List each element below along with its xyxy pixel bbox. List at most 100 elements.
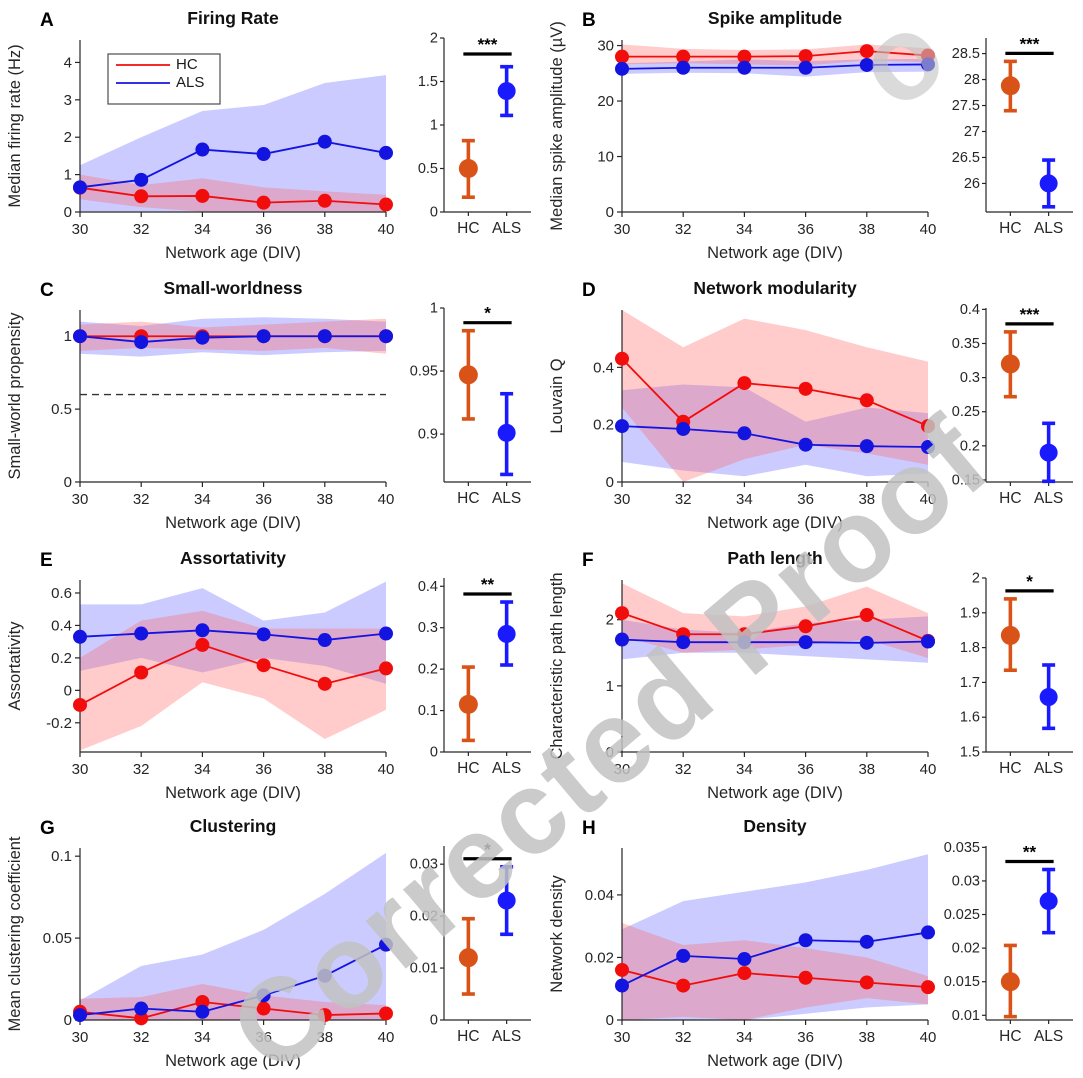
x-tick-label: 36 xyxy=(255,221,272,238)
als-marker xyxy=(859,934,874,949)
y-tick-label: 30 xyxy=(597,38,614,55)
panel-G-inset-chart: 0 0.01 0.02 0.03 HC ALS * xyxy=(410,840,531,1045)
als-marker xyxy=(921,925,935,940)
als-marker xyxy=(859,57,874,72)
y-tick-label: 0.2 xyxy=(593,417,614,434)
als-mean-marker xyxy=(1039,174,1058,193)
als-marker xyxy=(134,626,149,641)
als-marker xyxy=(859,635,874,650)
als-marker xyxy=(256,147,271,162)
als-line xyxy=(621,425,929,448)
y-tick-label: 0.02 xyxy=(410,909,438,925)
hc-marker xyxy=(798,619,813,634)
x-tick-label: 40 xyxy=(378,221,394,238)
significance-stars: * xyxy=(484,840,491,859)
y-tick-label: 0 xyxy=(64,682,72,699)
y-tick-label: 0.3 xyxy=(418,620,438,636)
als-marker xyxy=(676,635,691,650)
hc-band xyxy=(80,983,386,1020)
y-tick-label: 0 xyxy=(64,204,72,221)
y-axis-label: Network density xyxy=(548,875,566,993)
panel-E-inset-chart: 0 0.1 0.2 0.3 0.4 HC ALS ** xyxy=(418,575,531,777)
hc-marker xyxy=(256,1001,271,1016)
als-band xyxy=(622,616,928,663)
panel-F-inset-chart: 1.5 1.6 1.7 1.8 1.9 2 HC ALS * xyxy=(960,571,1073,777)
als-marker xyxy=(798,60,813,75)
hc-band xyxy=(80,174,386,212)
y-tick-label: 0.3 xyxy=(960,370,980,386)
panel-letter: H xyxy=(582,818,596,839)
y-tick-label: 0.03 xyxy=(410,857,438,873)
panel-letter: D xyxy=(582,280,596,301)
panel-letter: G xyxy=(40,818,55,839)
hc-marker xyxy=(798,381,813,396)
x-axis-label: Network age (DIV) xyxy=(165,244,301,262)
als-marker xyxy=(317,134,332,149)
y-tick-label: 28 xyxy=(964,72,980,88)
als-line xyxy=(79,335,386,343)
x-tick-label: 40 xyxy=(378,761,394,778)
y-tick-label: 0.4 xyxy=(418,579,438,595)
als-marker xyxy=(134,172,149,187)
als-marker xyxy=(615,978,629,993)
hc-marker xyxy=(921,419,935,434)
x-tick-label: 32 xyxy=(675,1029,692,1046)
x-tick-label: 38 xyxy=(858,1029,875,1046)
x-axis-label: Network age (DIV) xyxy=(707,514,843,532)
y-tick-label: 0.15 xyxy=(952,472,980,488)
x-axis-label: Network age (DIV) xyxy=(707,244,843,262)
x-tick-label: 36 xyxy=(797,491,814,508)
significance-stars: *** xyxy=(1020,34,1040,53)
hc-marker xyxy=(615,351,629,366)
x-tick-label: 30 xyxy=(72,221,89,238)
panel-letter: A xyxy=(40,10,54,31)
significance-stars: *** xyxy=(1020,305,1040,324)
y-tick-label: 2 xyxy=(606,612,614,629)
y-axis-label: Mean clustering coefficient xyxy=(6,836,24,1031)
x-tick-label: 34 xyxy=(736,221,753,238)
y-tick-label: 0.4 xyxy=(51,617,72,634)
als-marker xyxy=(73,629,87,644)
y-axis-label: Small-world propensity xyxy=(6,312,24,480)
als-band xyxy=(80,75,386,212)
panel-D-main-chart: 0 0.2 0.4 30 32 34 36 38 40 Network modularity Net… xyxy=(548,278,936,532)
panel-G: G 0 0.05 0.1 30 32 34 36 38 40 Clustering Network a… xyxy=(0,808,541,1078)
hc-marker xyxy=(859,44,874,59)
y-tick-label: 1.9 xyxy=(960,605,980,621)
als-marker xyxy=(737,426,752,441)
y-axis-label: Median spike amplitude (µV) xyxy=(548,21,566,230)
hc-marker xyxy=(195,994,210,1009)
category-label: HC xyxy=(999,760,1021,777)
panel-B-inset-chart: 26 26.5 27 27.5 28 28.5 HC ALS *** xyxy=(952,34,1073,237)
hc-line xyxy=(621,969,929,989)
hc-line xyxy=(79,1001,387,1020)
panel-B: B 0 10 20 30 30 32 34 36 38 40 Spike amplitude Netwo… xyxy=(542,0,1083,270)
als-marker xyxy=(379,937,393,952)
y-tick-label: 0.2 xyxy=(960,438,980,454)
x-tick-label: 30 xyxy=(614,1029,631,1046)
x-tick-label: 40 xyxy=(920,1029,936,1046)
y-tick-label: 0 xyxy=(606,744,614,761)
als-marker xyxy=(379,145,393,160)
als-marker xyxy=(73,329,87,344)
hc-marker xyxy=(859,608,874,623)
category-label: ALS xyxy=(492,760,521,777)
y-tick-label: 26.5 xyxy=(952,150,980,166)
x-tick-label: 32 xyxy=(133,1029,150,1046)
x-tick-label: 32 xyxy=(675,491,692,508)
y-tick-label: 0.35 xyxy=(952,336,980,352)
y-tick-label: 1.8 xyxy=(960,640,980,656)
x-tick-label: 30 xyxy=(614,761,631,778)
x-axis-label: Network age (DIV) xyxy=(707,1052,843,1070)
y-tick-label: 2 xyxy=(972,571,980,587)
x-axis-label: Network age (DIV) xyxy=(707,784,843,802)
x-tick-label: 34 xyxy=(736,491,753,508)
x-tick-label: 30 xyxy=(614,491,631,508)
x-tick-label: 34 xyxy=(194,221,211,238)
hc-marker xyxy=(737,376,752,391)
significance-stars: ** xyxy=(481,575,495,594)
y-tick-label: 0 xyxy=(64,1012,72,1029)
hc-mean-marker xyxy=(1000,354,1020,374)
y-tick-label: 0.6 xyxy=(51,585,72,602)
als-band xyxy=(80,852,386,1020)
